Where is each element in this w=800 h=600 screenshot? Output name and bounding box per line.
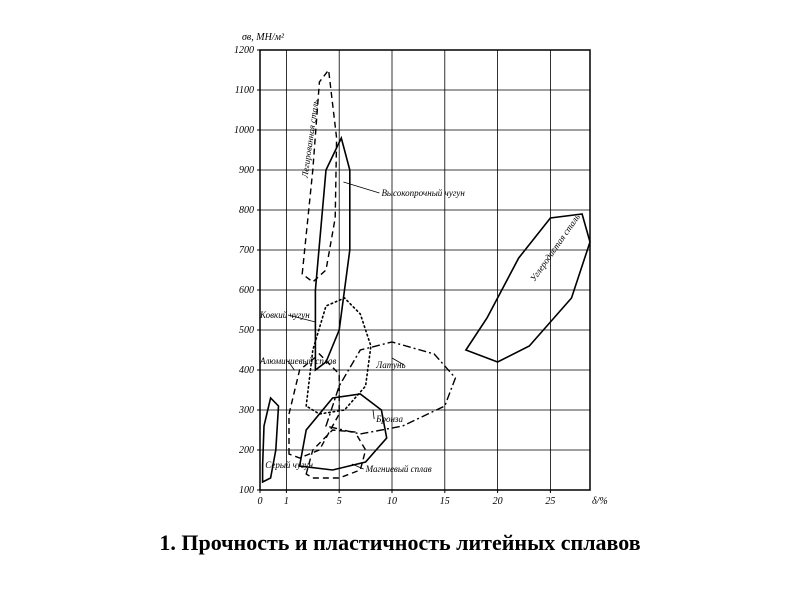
region-label: Бронза [375,414,403,424]
y-tick-label: 200 [239,445,254,456]
x-tick-label: 15 [440,496,450,507]
x-tick-label: 5 [337,496,342,507]
figure-caption: 1. Прочность и пластичность литейных спл… [0,530,800,556]
y-tick-label: 1100 [235,85,254,96]
region-label: Легированная сталь [299,99,320,179]
region-label: Латунь [375,360,405,370]
chart-svg: 100 200 300 400 500 600 700 800 900 1000 1100 1200 0… [190,20,610,520]
chart-container: 100 200 300 400 500 600 700 800 900 1000 1100 1200 0… [190,20,610,520]
y-tick-label: 900 [239,165,254,176]
y-tick-label: 1200 [234,45,254,56]
y-tick-label: 700 [239,245,254,256]
region-магниевый-сплав [306,430,365,478]
x-tick-label: 10 [387,496,397,507]
leader-line [343,182,379,193]
y-tick-label: 400 [239,365,254,376]
y-tick-label: 600 [239,285,254,296]
region-label: Высокопрочный чугун [381,188,465,198]
x-tick-label: 25 [545,496,555,507]
x-tick-label: 20 [493,496,503,507]
x-tick-label: 1 [284,496,289,507]
region-label: Магниевый сплав [365,464,432,474]
region-label: Серый чугун [265,460,313,470]
region-высокопрочный-чугун [315,138,349,370]
y-tick-label: 100 [239,485,254,496]
x-tick-label: 0 [258,496,263,507]
region-label: Алюминиевый сплав [259,356,336,366]
y-tick-label: 1000 [234,125,254,136]
region-углеродистая-сталь [466,214,590,362]
y-axis-label: σв, МН/м² [242,32,285,43]
y-tick-label: 300 [238,405,254,416]
y-tick-label: 800 [239,205,254,216]
y-tick-label: 500 [239,325,254,336]
region-label: Углеродистая сталь [528,212,582,283]
leader-line [373,410,374,419]
region-бронза [300,394,387,470]
x-axis-label: δ/% [592,496,608,507]
